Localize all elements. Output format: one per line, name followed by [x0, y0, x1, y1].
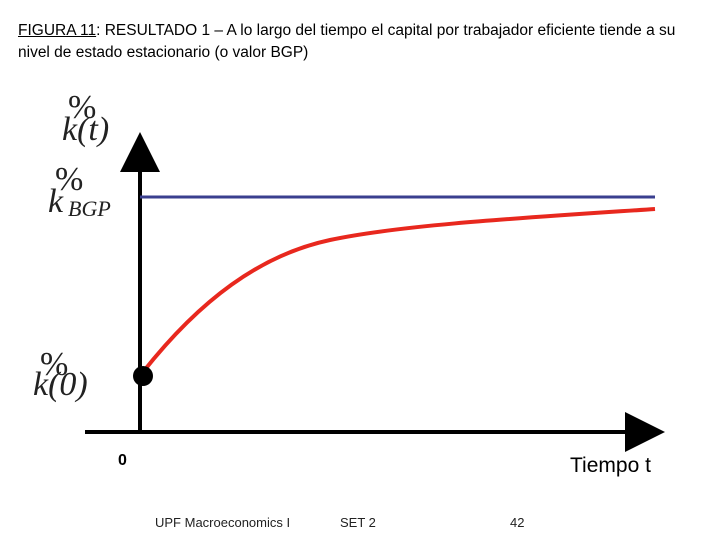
tilde-mark: %: [40, 346, 68, 383]
footer-set: SET 2: [340, 515, 376, 530]
tilde-mark: %: [55, 161, 83, 198]
title: FIGURA 11: RESULTADO 1 – A lo largo del …: [18, 20, 708, 64]
bgp-subscript: BGP: [68, 196, 111, 221]
y-axis-label: k(t): [62, 111, 109, 148]
footer-course: UPF Macroeconomics I: [155, 515, 290, 530]
footer-page: 42: [510, 515, 524, 530]
start-point: [133, 366, 153, 386]
start-label: k(0): [33, 366, 88, 403]
title-text: : RESULTADO 1 – A lo largo del tiempo el…: [18, 22, 676, 61]
x-axis-label: Tiempo t: [570, 454, 651, 477]
tilde-mark: %: [68, 89, 96, 126]
capital-path: [141, 207, 656, 374]
figure-label: FIGURA 11: [18, 22, 97, 39]
bgp-label: k: [48, 183, 64, 220]
origin-label: 0: [118, 452, 127, 469]
